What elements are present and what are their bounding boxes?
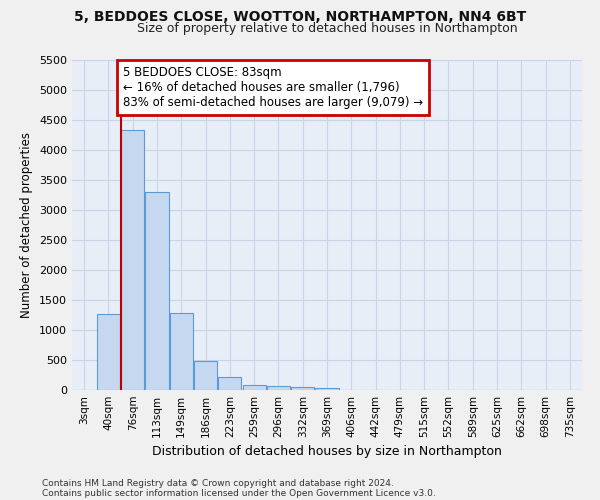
Bar <box>121 130 144 390</box>
Bar <box>316 388 338 390</box>
Bar <box>242 384 266 390</box>
Text: 5, BEDDOES CLOSE, WOOTTON, NORTHAMPTON, NN4 6BT: 5, BEDDOES CLOSE, WOOTTON, NORTHAMPTON, … <box>74 10 526 24</box>
Bar <box>170 313 193 390</box>
Bar <box>145 192 169 390</box>
Bar <box>291 387 314 390</box>
Text: Contains HM Land Registry data © Crown copyright and database right 2024.: Contains HM Land Registry data © Crown c… <box>42 478 394 488</box>
Text: Contains public sector information licensed under the Open Government Licence v3: Contains public sector information licen… <box>42 488 436 498</box>
Bar <box>194 360 217 390</box>
Bar <box>218 377 241 390</box>
Bar <box>97 314 120 390</box>
Y-axis label: Number of detached properties: Number of detached properties <box>20 132 34 318</box>
Text: 5 BEDDOES CLOSE: 83sqm
← 16% of detached houses are smaller (1,796)
83% of semi-: 5 BEDDOES CLOSE: 83sqm ← 16% of detached… <box>123 66 423 109</box>
Title: Size of property relative to detached houses in Northampton: Size of property relative to detached ho… <box>137 22 517 35</box>
X-axis label: Distribution of detached houses by size in Northampton: Distribution of detached houses by size … <box>152 446 502 458</box>
Bar <box>267 386 290 390</box>
